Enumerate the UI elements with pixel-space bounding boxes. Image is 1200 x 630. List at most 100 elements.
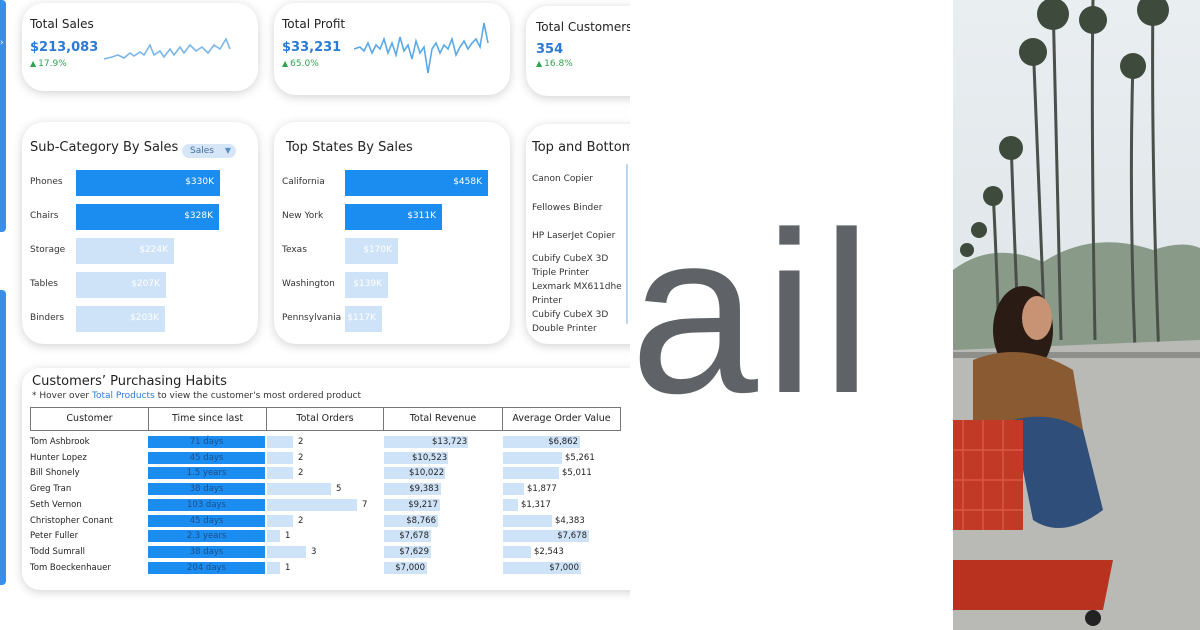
orders-bar: [267, 467, 293, 480]
product-item[interactable]: Cubify CubeX 3D Double Printer: [532, 310, 609, 334]
revenue-bar: [384, 530, 431, 543]
bar-label: Pennsylvania: [282, 313, 342, 323]
product-item[interactable]: Cubify CubeX 3D Triple Printer: [532, 254, 609, 278]
product-item[interactable]: Lexmark MX611dhe Printer: [532, 282, 622, 306]
bar-row[interactable]: Phones $330K: [22, 170, 258, 196]
customer-name[interactable]: Todd Sumrall: [30, 546, 85, 557]
revenue-value: $9,383: [409, 484, 439, 495]
revenue-bar: [384, 545, 431, 558]
product-item[interactable]: Fellowes Binder: [532, 203, 603, 213]
side-tab-bottom[interactable]: [0, 290, 6, 585]
revenue-value: $10,022: [409, 468, 445, 479]
bar: $328K: [76, 204, 219, 230]
customer-name[interactable]: Seth Vernon: [30, 499, 82, 510]
column-header[interactable]: Time since last purchase: [148, 407, 267, 446]
kpi-value: 354: [536, 42, 564, 57]
bar-label: California: [282, 177, 325, 187]
product-item[interactable]: Canon Copier: [532, 174, 593, 184]
orders-value: 1: [285, 531, 291, 542]
bar-label: Chairs: [30, 211, 59, 221]
revenue-bar: [384, 561, 427, 574]
panel-title: Top States By Sales: [286, 140, 413, 155]
revenue-bar: [384, 451, 448, 464]
panel-title: Sub-Category By Sales: [30, 140, 179, 155]
bar-row[interactable]: Texas $170K: [274, 238, 510, 264]
bar-value: $203K: [130, 313, 159, 323]
sales-filter-dropdown[interactable]: Sales ▼: [182, 144, 236, 158]
bar-row[interactable]: Washington $139K: [274, 272, 510, 298]
bar-row[interactable]: New York $311K: [274, 204, 510, 230]
revenue-value: $8,766: [406, 515, 436, 526]
side-tab-top[interactable]: ›: [0, 0, 6, 232]
time-bar: [148, 451, 265, 464]
total-products-link[interactable]: Total Products: [92, 391, 155, 401]
product-item[interactable]: HP LaserJet Copier: [532, 231, 616, 241]
bar-row[interactable]: Storage $224K: [22, 238, 258, 264]
average-bar: [503, 514, 552, 527]
average-bar: [503, 545, 531, 558]
revenue-value: $7,629: [399, 546, 429, 557]
customer-name[interactable]: Tom Ashbrook: [30, 437, 90, 447]
kpi-title: Total Customers: [536, 20, 630, 34]
panel-title: Top and Bottom: [532, 140, 630, 155]
customer-name[interactable]: Greg Tran: [30, 484, 72, 495]
orders-bar: [267, 545, 306, 558]
orders-bar: [267, 530, 280, 543]
customer-name[interactable]: Christopher Conant: [30, 515, 113, 526]
photo-woman-in-cart: [953, 0, 1200, 630]
subtitle-text: to view the customer's most ordered prod…: [154, 391, 362, 401]
column-header[interactable]: Average Order Value: [502, 407, 621, 431]
customer-name[interactable]: Bill Shonely: [30, 468, 80, 479]
column-header[interactable]: Customer: [30, 407, 149, 431]
customer-name[interactable]: Tom Boeckenhauer: [30, 562, 111, 573]
chevron-icon: ›: [0, 38, 4, 48]
bar-value: $170K: [363, 245, 392, 255]
time-value: 1.5 years: [186, 468, 227, 479]
time-value: 2.3 years: [186, 531, 227, 542]
time-bar: [148, 498, 265, 511]
average-bar: [503, 467, 559, 480]
bar-label: New York: [282, 211, 324, 221]
subcategory-panel: Sub-Category By Sales Sales ▼ Phones $330K…: [22, 122, 258, 344]
column-header[interactable]: Total Revenue: [383, 407, 503, 431]
bar-row[interactable]: Pennsylvania $117K: [274, 306, 510, 332]
customer-name[interactable]: Peter Fuller: [30, 531, 79, 542]
kpi-value: $33,231: [282, 40, 342, 55]
time-value: 45 days: [189, 515, 224, 526]
column-header[interactable]: Total Orders: [266, 407, 384, 431]
bar: $117K: [345, 306, 382, 332]
time-value: 38 days: [189, 546, 224, 557]
average-bar: [503, 498, 518, 511]
bar-label: Storage: [30, 245, 66, 255]
bar-row[interactable]: Chairs $328K: [22, 204, 258, 230]
orders-bar: [267, 514, 293, 527]
time-bar: [148, 467, 265, 480]
revenue-value: $7,000: [395, 562, 425, 573]
time-bar: [148, 436, 265, 448]
profit-sparkline: [354, 22, 489, 74]
average-bar: [503, 530, 589, 543]
average-value: $7,000: [549, 562, 579, 573]
average-value: $7,678: [557, 531, 587, 542]
revenue-bar: [384, 483, 441, 496]
time-bar: [148, 483, 265, 496]
average-bar: [503, 483, 524, 496]
revenue-value: $9,217: [408, 499, 438, 510]
bar-row[interactable]: California $458K: [274, 170, 510, 196]
revenue-value: $13,723: [432, 437, 468, 447]
kpi-change-value: 16.8%: [544, 59, 573, 69]
customer-name[interactable]: Hunter Lopez: [30, 452, 87, 463]
table-subtitle: * Hover over Total Products to view the …: [32, 391, 361, 401]
bar-row[interactable]: Tables $207K: [22, 272, 258, 298]
kpi-change: ▲ 16.8%: [536, 59, 573, 69]
orders-value: 5: [336, 484, 342, 495]
triangle-up-icon: ▲: [30, 59, 37, 68]
bar-value: $139K: [353, 279, 382, 289]
topbottom-panel: Top and Bottom Canon Copier Fellowes Bind…: [526, 124, 630, 344]
bar-label: Phones: [30, 177, 63, 187]
sales-sparkline: [104, 37, 231, 60]
orders-bar: [267, 498, 357, 511]
revenue-value: $10,523: [412, 452, 448, 463]
bar-row[interactable]: Binders $203K: [22, 306, 258, 332]
time-bar: [148, 545, 265, 558]
